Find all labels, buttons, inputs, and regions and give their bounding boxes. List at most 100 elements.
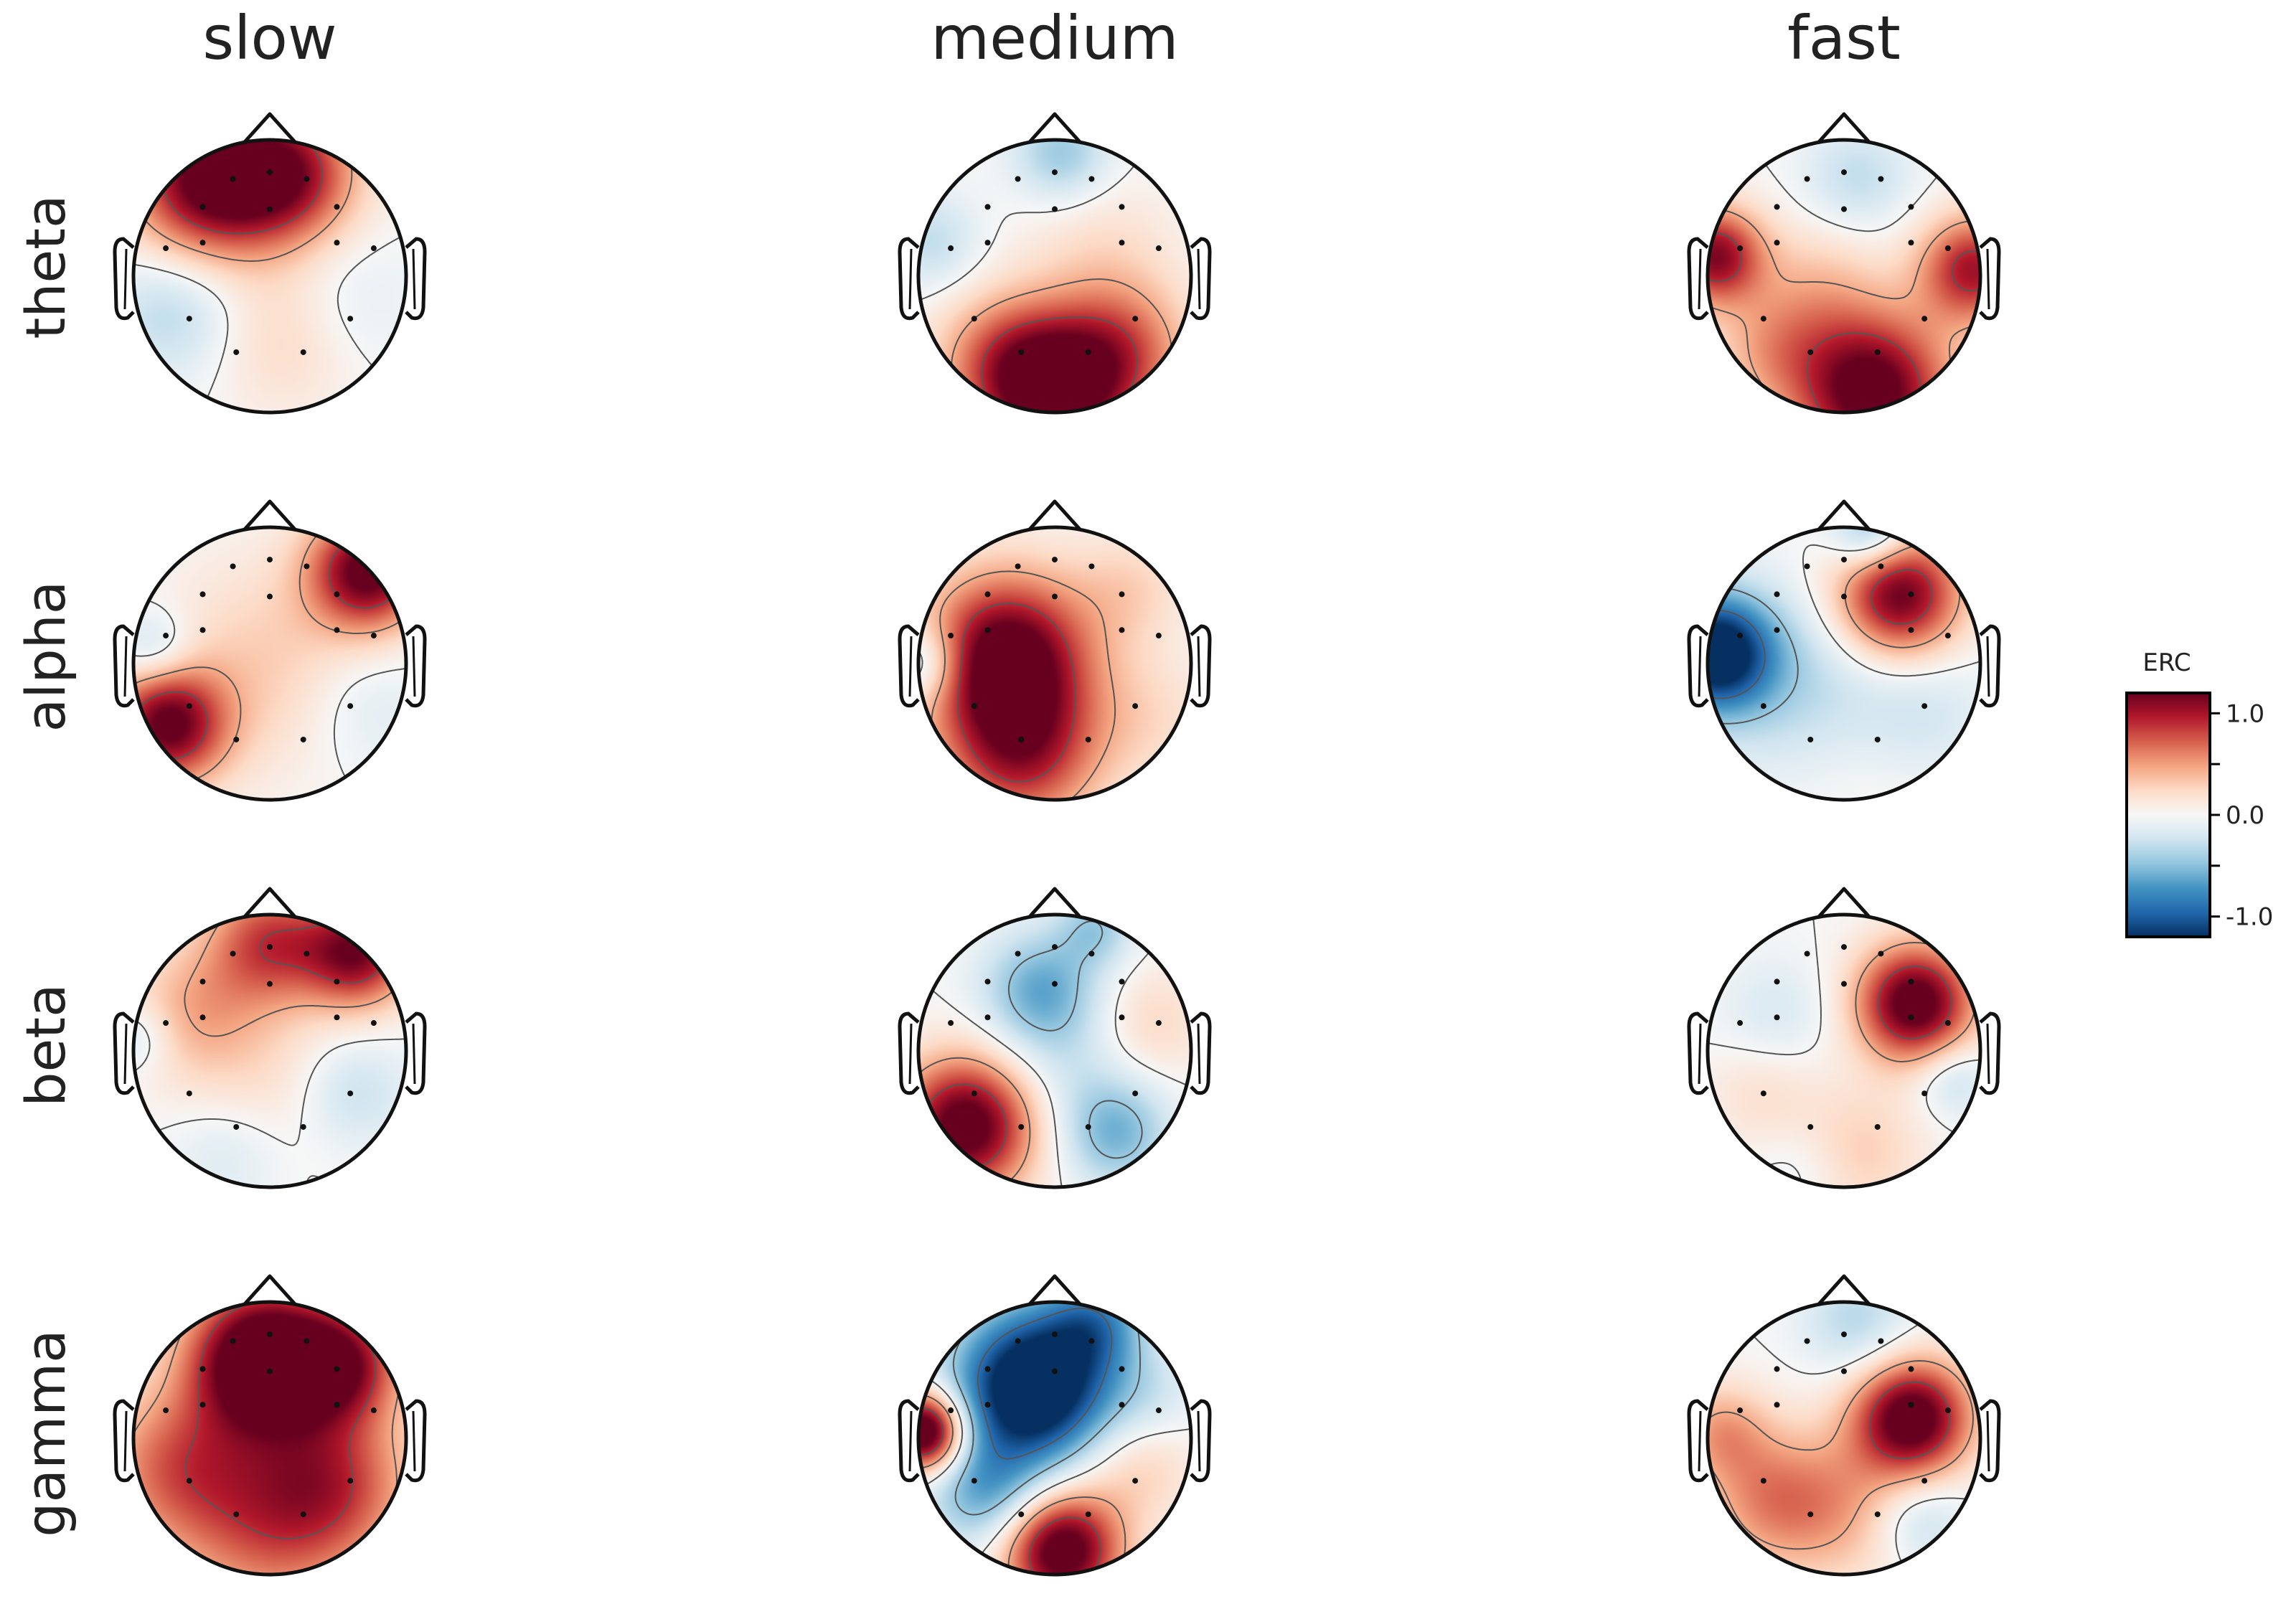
- sensor-dot: [971, 1090, 977, 1097]
- sensor-dot: [370, 633, 377, 639]
- left-ear: [1687, 624, 1709, 708]
- sensor-dot: [1155, 1020, 1162, 1027]
- ear-inner: [123, 636, 128, 697]
- sensor-dot: [163, 1020, 169, 1027]
- sensor-dot: [1874, 736, 1881, 742]
- ear-inner: [412, 248, 416, 310]
- sensor-dot: [1807, 736, 1814, 742]
- right-ear: [1979, 1011, 2001, 1095]
- sensor-dot: [186, 1090, 192, 1097]
- sensor-dot: [186, 1478, 192, 1484]
- sensor-dot: [163, 245, 169, 252]
- sensor-dot: [1908, 1014, 1914, 1021]
- sensor-dot: [186, 316, 192, 322]
- column-title-slow: slow: [202, 3, 337, 73]
- topomap-field: [133, 527, 406, 800]
- sensor-dot: [347, 1478, 354, 1484]
- sensor-dot: [1155, 245, 1162, 252]
- sensor-dot: [1841, 206, 1847, 212]
- ear-inner: [412, 1410, 416, 1472]
- sensor-dot: [1052, 206, 1058, 212]
- sensor-dot: [1908, 978, 1914, 985]
- sensor-dot: [334, 240, 340, 246]
- sensor-dot: [1737, 1020, 1744, 1027]
- sensor-dot: [984, 1402, 991, 1408]
- sensor-dot: [1052, 169, 1058, 176]
- sensor-dot: [334, 1014, 340, 1021]
- sensor-dot: [1774, 1402, 1780, 1408]
- sensor-dot: [1774, 627, 1780, 633]
- sensor-dot: [1760, 1478, 1766, 1484]
- sensor-dot: [1878, 950, 1884, 957]
- contour-line: [1007, 920, 1143, 1159]
- topomap-field: [1708, 527, 1980, 800]
- head-outline: [1705, 1300, 1982, 1577]
- sensor-dot: [948, 1407, 954, 1414]
- sensor-dot: [370, 1020, 377, 1027]
- sensor-dot: [230, 563, 236, 570]
- sensor-dot: [984, 240, 991, 246]
- sensor-dot: [1944, 1407, 1951, 1414]
- ear-inner: [1986, 248, 1990, 310]
- ear-inner: [1197, 248, 1201, 310]
- sensor-dot: [199, 204, 206, 210]
- ear-inner: [908, 248, 913, 310]
- sensor-dot: [304, 176, 310, 182]
- sensor-dot: [347, 316, 354, 322]
- column-title-medium: medium: [931, 3, 1178, 73]
- head-outline: [131, 525, 408, 802]
- sensor-dot: [1088, 950, 1095, 957]
- ear-inner: [1197, 1023, 1201, 1085]
- sensor-dot: [1119, 1402, 1125, 1408]
- sensor-dot: [1774, 204, 1780, 210]
- sensor-dot: [163, 1407, 169, 1414]
- left-ear: [898, 624, 920, 708]
- contour-line: [1877, 966, 1952, 1039]
- colorbar-tick-label: 1.0: [2226, 699, 2264, 728]
- sensor-dot: [1737, 1407, 1744, 1414]
- sensor-dot: [233, 1123, 240, 1130]
- sensor-dot: [971, 703, 977, 709]
- sensor-dot: [1018, 736, 1025, 742]
- ear-inner: [123, 1023, 128, 1085]
- topomap-theta-fast: [1687, 112, 2001, 415]
- sensor-dot: [1774, 978, 1780, 985]
- sensor-dot: [334, 1402, 340, 1408]
- nose: [1027, 499, 1082, 532]
- sensor-dot: [1774, 1366, 1780, 1372]
- left-ear: [113, 1399, 135, 1483]
- sensor-dot: [186, 703, 192, 709]
- sensor-dot: [370, 1407, 377, 1414]
- sensor-dot: [1760, 1090, 1766, 1097]
- topomap-theta-slow: [113, 112, 427, 415]
- sensor-dot: [971, 316, 977, 322]
- sensor-dot: [1774, 240, 1780, 246]
- row-label-alpha: alpha: [14, 581, 77, 732]
- sensor-dot: [1921, 316, 1928, 322]
- sensor-dot: [1132, 1090, 1139, 1097]
- sensor-dot: [1878, 1338, 1884, 1344]
- sensor-dot: [984, 204, 991, 210]
- sensor-dot: [267, 206, 273, 212]
- ear-inner: [1698, 636, 1702, 697]
- sensor-dot: [199, 978, 206, 985]
- sensor-dot: [1052, 557, 1058, 563]
- sensor-dot: [1052, 593, 1058, 600]
- sensor-dot: [948, 245, 954, 252]
- sensor-dot: [1760, 703, 1766, 709]
- contour-line: [1869, 1381, 1951, 1460]
- right-ear: [1979, 237, 2001, 321]
- sensor-dot: [267, 1331, 273, 1338]
- topomap-field: [918, 1302, 1191, 1575]
- sensor-dot: [347, 703, 354, 709]
- colorbar-label: ERC: [2142, 648, 2191, 677]
- sensor-dot: [1119, 1366, 1125, 1372]
- sensor-dot: [1052, 944, 1058, 950]
- sensor-dot: [267, 981, 273, 987]
- colorbar: ERC 1.0 0.0 -1.0: [2125, 648, 2273, 938]
- sensor-dot: [1088, 1338, 1095, 1344]
- topomap-field: [1708, 1302, 1980, 1575]
- topomap-gamma-fast: [1687, 1274, 2001, 1577]
- right-ear: [1190, 1011, 1212, 1095]
- sensor-dot: [300, 1511, 306, 1517]
